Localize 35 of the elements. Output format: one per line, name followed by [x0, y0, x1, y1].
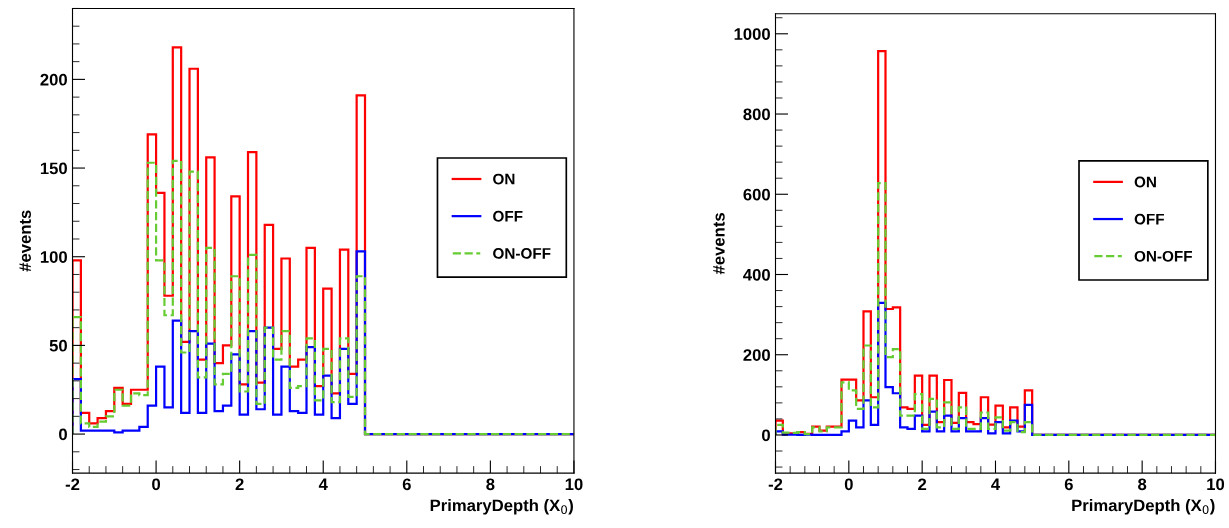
y-tick-label: 200 [743, 349, 770, 361]
x-tick-label: 2 [235, 478, 244, 491]
x-tick-label: -2 [768, 478, 783, 491]
y-tick-label: 0 [59, 428, 67, 441]
y-tick-label: 0 [762, 429, 770, 442]
legend-label: ON-OFF [1134, 250, 1193, 262]
legend-label: ON [493, 173, 515, 185]
x-tick-label: 2 [918, 478, 927, 491]
x-tick-label: 8 [486, 478, 495, 491]
x-tick-label: 8 [1138, 478, 1147, 491]
y-axis-title: #events [713, 213, 725, 275]
x-tick-label: 4 [991, 478, 1001, 491]
x-axis-title: PrimaryDepth (X$_{0}$) [1072, 499, 1215, 515]
x-tick-label: 0 [844, 478, 853, 491]
x-tick-label: 0 [152, 478, 161, 491]
x-tick-label: -2 [65, 478, 80, 491]
legend-label: OFF [1134, 213, 1164, 225]
y-tick-label: 600 [743, 188, 770, 201]
y-axis-title: #events [19, 210, 31, 272]
x-tick-label: 10 [565, 478, 583, 491]
x-tick-label: 10 [1207, 478, 1225, 491]
y-tick-label: 50 [49, 339, 67, 352]
x-tick-label: 4 [318, 478, 328, 491]
x-tick-label: 6 [402, 478, 411, 491]
y-tick-label: 400 [743, 268, 770, 281]
legend-label: OFF [493, 210, 523, 222]
y-tick-label: 800 [743, 108, 770, 121]
legend-label: ON [1134, 176, 1156, 188]
y-tick-label: 200 [40, 73, 67, 86]
x-tick-label: 6 [1064, 478, 1073, 491]
legend-label: ON-OFF [493, 247, 551, 259]
y-tick-label: 100 [40, 251, 67, 263]
y-tick-label: 150 [40, 162, 67, 175]
x-axis-title: PrimaryDepth (X$_{0}$) [430, 499, 573, 515]
y-tick-label: 1000 [734, 28, 770, 40]
